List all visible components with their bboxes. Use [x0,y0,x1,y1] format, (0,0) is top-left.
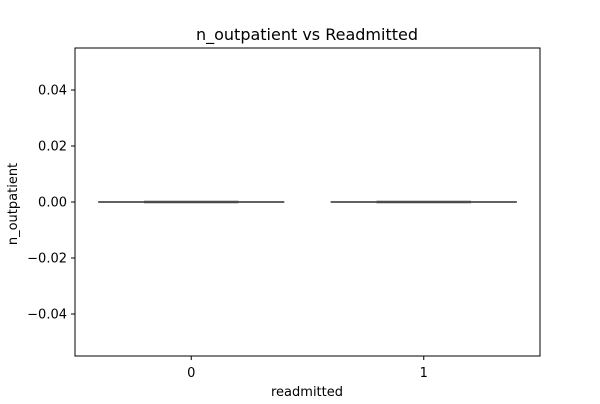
plot-area [98,200,517,204]
y-tick-label: 0.04 [38,84,67,99]
y-tick-label: 0.02 [38,140,67,155]
axes-frame [74,47,541,357]
y-axis: 0.04 0.02 0.00 −0.02 −0.04 [27,84,75,323]
y-axis-label: n_outpatient [6,163,21,245]
chart-title: n_outpatient vs Readmitted [196,25,418,45]
y-tick-label: −0.02 [27,252,67,267]
x-tick-label: 0 [187,366,195,381]
y-tick-label: −0.04 [27,308,67,323]
x-axis-label: readmitted [271,385,343,400]
x-tick-label: 1 [420,366,428,381]
y-tick-label: 0.00 [38,196,67,211]
